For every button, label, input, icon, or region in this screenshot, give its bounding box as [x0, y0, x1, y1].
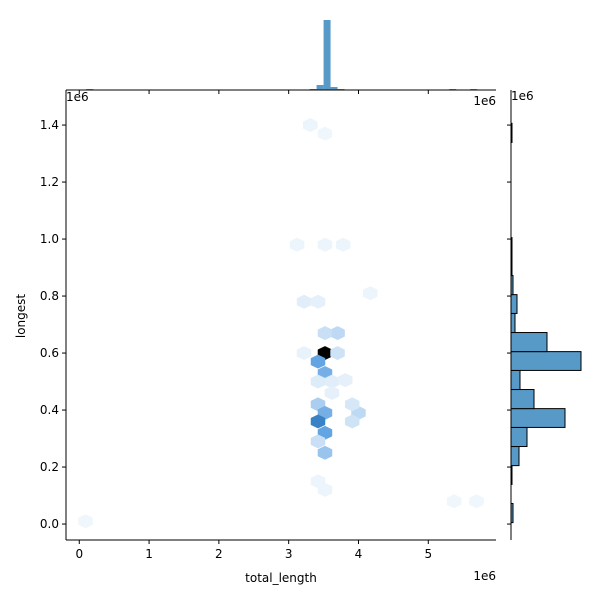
hexbin-cell	[296, 346, 312, 361]
hexbin-cell	[303, 118, 318, 133]
hexbin-cell	[317, 326, 333, 341]
y-tick-label: 0.6	[40, 346, 59, 360]
y-offset-text: 1e6	[511, 89, 534, 103]
hexbin-cell	[330, 326, 345, 341]
hexbin-cell	[317, 482, 333, 497]
y-tick-label: 1.0	[40, 232, 59, 246]
x-tick-label: 2	[215, 547, 223, 561]
hexbin-cell	[310, 294, 326, 309]
y-tick-label: 0.0	[40, 517, 59, 531]
histogram-bar	[510, 332, 548, 353]
x-tick-label: 0	[75, 547, 83, 561]
hexbin-cell	[310, 414, 326, 429]
hexbin-cell	[446, 494, 462, 509]
histogram-bar	[330, 87, 338, 90]
hexbin-cell	[310, 434, 326, 449]
hexbin-cell	[337, 373, 353, 388]
histogram-bar	[510, 426, 528, 448]
x-tick-label: 1	[145, 547, 153, 561]
histogram-bar	[323, 20, 331, 90]
histogram-bar	[510, 294, 518, 314]
y-axis-label: longest	[14, 294, 28, 339]
hexbin-cell	[335, 237, 351, 252]
hexbin-cell	[78, 514, 93, 529]
y-tick-label: 0.2	[40, 460, 59, 474]
hexbin-cell	[296, 294, 312, 309]
histogram-bar	[510, 369, 521, 391]
hexbin-cell	[469, 494, 484, 509]
x-offset-text: 1e6	[473, 94, 496, 108]
hexbin-cell	[324, 385, 340, 400]
x-tick-label: 5	[424, 547, 432, 561]
x-tick-label: 3	[285, 547, 293, 561]
hexbin-cell	[289, 237, 305, 252]
hexbin-cell	[363, 286, 378, 301]
histogram-bar	[510, 408, 566, 428]
hexbin-cell	[330, 346, 345, 361]
histogram-bar	[316, 85, 324, 90]
x-tick-label: 4	[355, 547, 363, 561]
hexbin-cell	[317, 237, 333, 252]
histogram-bar	[510, 312, 516, 334]
hexbin-cell	[317, 126, 333, 141]
hexbin-cell	[344, 414, 360, 429]
hexbin-cell	[317, 445, 333, 460]
histogram-bar	[510, 351, 582, 371]
y-offset-text: 1e6	[66, 90, 89, 104]
histogram-bar	[510, 389, 535, 410]
y-tick-label: 1.2	[40, 175, 59, 189]
hexbin-cell	[310, 354, 326, 369]
y-tick-label: 0.4	[40, 403, 59, 417]
histogram-bar	[510, 446, 520, 467]
y-tick-label: 1.4	[40, 118, 59, 132]
hexbin-cell	[344, 397, 360, 412]
x-axis-label: total_length	[245, 571, 317, 585]
y-tick-label: 0.8	[40, 289, 59, 303]
x-offset-text: 1e6	[473, 569, 496, 583]
